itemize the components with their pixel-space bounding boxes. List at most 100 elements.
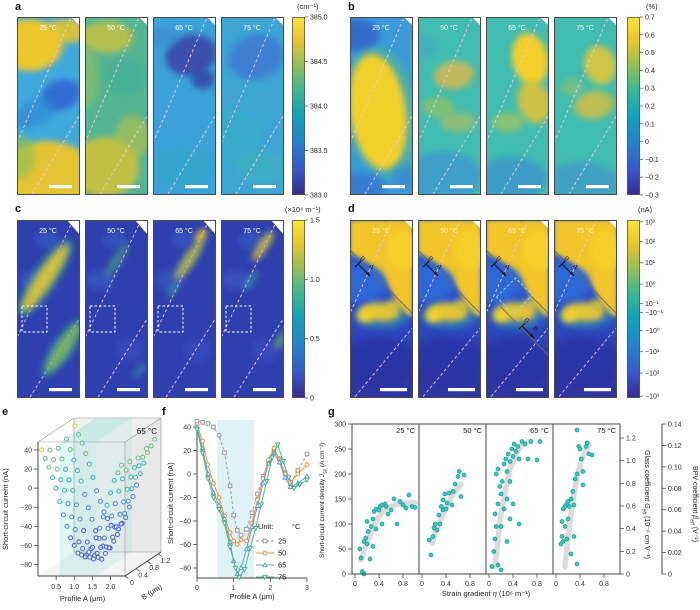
- panel-e-plot: 40 20 0 −20 −40 −60 −80 0.5 1.0 1.5 2.0 0 0.40.81.2 B…: [20, 417, 170, 602]
- svg-text:0: 0: [420, 581, 424, 588]
- g-bpv-axis-label: BPV coefficient βeff (V⁻¹): [688, 465, 698, 543]
- svg-text:°C: °C: [292, 522, 301, 531]
- scale-bar: [253, 185, 276, 189]
- scale-bar: [448, 388, 475, 392]
- panel-g-label: g: [328, 406, 335, 418]
- svg-text:0.08: 0.08: [668, 486, 682, 493]
- e-x-axis-label: Profile A (μm): [59, 594, 106, 603]
- svg-text:10¹: 10¹: [645, 260, 656, 267]
- f-y-axis-label: Short-circuit current (nA): [166, 462, 175, 544]
- svg-text:25 °C: 25 °C: [39, 227, 57, 235]
- svg-text:0: 0: [310, 396, 314, 403]
- scale-bar: [117, 388, 140, 392]
- svg-text:0.10: 0.10: [668, 464, 682, 471]
- svg-text:65 °C: 65 °C: [508, 227, 526, 235]
- svg-text:0.8: 0.8: [149, 565, 159, 572]
- svg-text:65 °C: 65 °C: [175, 24, 193, 32]
- svg-text:0.6: 0.6: [626, 504, 636, 511]
- svg-text:0.04: 0.04: [668, 529, 682, 536]
- svg-text:−0.3: −0.3: [645, 193, 659, 200]
- svg-text:0.8: 0.8: [465, 581, 475, 588]
- svg-text:10⁰: 10⁰: [645, 281, 656, 289]
- scale-bar: [49, 185, 72, 189]
- scale-bar: [185, 388, 208, 392]
- svg-text:0: 0: [554, 581, 558, 588]
- svg-text:65 °C: 65 °C: [137, 427, 157, 436]
- svg-text:0: 0: [494, 255, 502, 263]
- map-b-4: 75 °C: [554, 17, 617, 195]
- svg-text:B (μm): B (μm): [140, 582, 164, 602]
- svg-text:75 °C: 75 °C: [243, 24, 261, 32]
- svg-text:−40: −40: [20, 524, 32, 531]
- g-y-axis-label: Short-circuit current density Jsc (A cm⁻…: [319, 442, 329, 558]
- svg-text:0.5: 0.5: [51, 584, 61, 591]
- panel-b-label: b: [348, 1, 355, 13]
- map-c-2: 50 °C: [85, 220, 148, 398]
- panel-c-label: c: [15, 203, 22, 215]
- svg-text:0.7: 0.7: [645, 15, 655, 22]
- svg-text:50: 50: [338, 547, 346, 554]
- svg-text:0: 0: [353, 581, 357, 588]
- svg-text:50 °C: 50 °C: [440, 24, 458, 32]
- svg-text:Unit:: Unit:: [258, 522, 273, 531]
- svg-text:20: 20: [183, 448, 191, 455]
- svg-text:0.12: 0.12: [668, 443, 682, 450]
- svg-text:75 °C: 75 °C: [597, 426, 616, 435]
- colorbar-c: 1.5 1.0 0.5 0: [292, 218, 320, 403]
- svg-text:0: 0: [562, 255, 570, 263]
- svg-text:0.06: 0.06: [668, 507, 682, 514]
- svg-text:0.6: 0.6: [645, 32, 655, 39]
- scale-bar: [117, 185, 140, 189]
- svg-text:383.5: 383.5: [310, 148, 328, 155]
- svg-text:40: 40: [183, 425, 191, 432]
- map-c-4: 75 °C: [221, 220, 284, 398]
- svg-text:−80: −80: [20, 562, 32, 569]
- svg-text:65 °C: 65 °C: [508, 24, 526, 32]
- svg-text:0.3: 0.3: [645, 86, 655, 93]
- scale-bar: [586, 185, 609, 189]
- svg-text:384.0: 384.0: [310, 104, 328, 111]
- svg-text:100: 100: [334, 522, 346, 529]
- map-d-2: 0A 50 °C: [418, 220, 481, 398]
- svg-text:1.2: 1.2: [160, 558, 170, 565]
- svg-text:50 °C: 50 °C: [463, 426, 482, 435]
- svg-text:0: 0: [342, 572, 346, 579]
- svg-text:2: 2: [268, 585, 272, 592]
- svg-text:0.4: 0.4: [138, 573, 148, 580]
- svg-text:0: 0: [28, 486, 32, 493]
- map-b-1: 25 °C: [350, 17, 413, 195]
- svg-text:−80: −80: [179, 566, 191, 573]
- svg-text:25: 25: [278, 537, 286, 546]
- f-legend: Unit: °C 25 50 65 75: [256, 522, 301, 582]
- map-b-2: 50 °C: [418, 17, 481, 195]
- svg-text:50 °C: 50 °C: [107, 227, 125, 235]
- svg-text:384.5: 384.5: [310, 59, 328, 66]
- map-a-1: 25 °C: [17, 17, 80, 195]
- svg-text:75: 75: [278, 573, 286, 582]
- svg-text:−20: −20: [20, 505, 32, 512]
- svg-text:A: A: [571, 263, 579, 271]
- e-z-axis-label: Short-circuit current (nA): [1, 468, 10, 550]
- svg-text:−10¹: −10¹: [645, 349, 660, 356]
- svg-text:A: A: [367, 263, 375, 271]
- svg-text:0: 0: [195, 585, 199, 592]
- svg-text:0.8: 0.8: [599, 581, 609, 588]
- map-c-3: 65 °C: [153, 220, 216, 398]
- map-c-1: 25 °C: [17, 220, 80, 398]
- panel-e-label: e: [2, 406, 9, 418]
- svg-text:−60: −60: [20, 543, 32, 550]
- svg-text:1.0: 1.0: [69, 584, 79, 591]
- panel-d-label: d: [348, 203, 355, 215]
- svg-text:40: 40: [24, 447, 32, 454]
- scale-bar: [518, 185, 541, 189]
- scale-bar: [380, 388, 407, 392]
- svg-text:0.4: 0.4: [374, 581, 384, 588]
- svg-text:−10⁰: −10⁰: [645, 327, 660, 335]
- svg-text:200: 200: [334, 472, 346, 479]
- scale-bar: [185, 185, 208, 189]
- colorbar-d-title: (nA): [638, 205, 653, 214]
- svg-text:0.8: 0.8: [532, 581, 542, 588]
- svg-text:25 °C: 25 °C: [396, 426, 415, 435]
